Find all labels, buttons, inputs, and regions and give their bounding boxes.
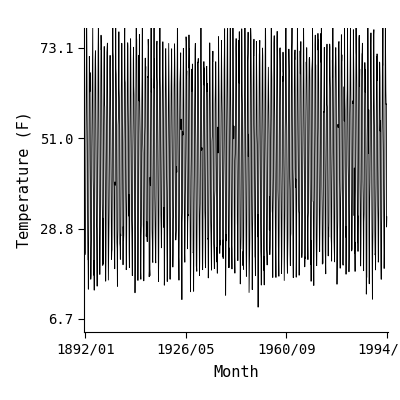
Y-axis label: Temperature (F): Temperature (F) xyxy=(17,112,32,248)
X-axis label: Month: Month xyxy=(213,365,259,380)
